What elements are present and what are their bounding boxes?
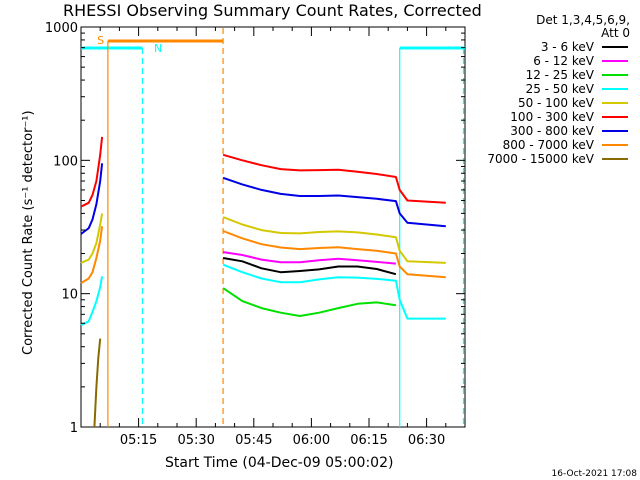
series-layer bbox=[80, 136, 446, 428]
x-axis: 05:15 05:30 05:45 06:00 06:15 06:30 bbox=[99, 27, 447, 448]
legend-label: 3 - 6 keV bbox=[541, 40, 595, 54]
legend-label: 25 - 50 keV bbox=[526, 82, 595, 96]
series-line bbox=[222, 153, 446, 204]
y-axis-label: Corrected Count Rate (s⁻¹ detector⁻¹) bbox=[21, 110, 36, 355]
series-line bbox=[222, 176, 446, 228]
x-tick-label: 06:15 bbox=[350, 433, 387, 448]
series-line bbox=[80, 276, 104, 327]
y-tick-label: 1000 bbox=[45, 21, 78, 36]
series-line bbox=[222, 257, 397, 276]
series-line bbox=[222, 216, 446, 264]
series-line bbox=[80, 213, 104, 264]
series-line bbox=[80, 226, 104, 284]
legend-label: 50 - 100 keV bbox=[518, 96, 595, 110]
legend-header-line2: Att 0 bbox=[601, 26, 630, 40]
legend-label: 7000 - 15000 keV bbox=[487, 152, 594, 166]
plot-frame bbox=[80, 26, 466, 428]
y-tick-label: 100 bbox=[53, 154, 78, 169]
series-line bbox=[222, 287, 397, 317]
legend-label: 12 - 25 keV bbox=[526, 68, 595, 82]
y-tick-label: 10 bbox=[61, 288, 78, 303]
legend-label: 300 - 800 keV bbox=[510, 124, 594, 138]
legend-label: 6 - 12 keV bbox=[533, 54, 595, 68]
series-line bbox=[222, 263, 446, 320]
x-tick-label: 05:15 bbox=[120, 433, 157, 448]
series-line bbox=[80, 163, 104, 235]
legend-label: 800 - 7000 keV bbox=[503, 138, 595, 152]
x-tick-label: 06:30 bbox=[408, 433, 445, 448]
x-tick-label: 05:30 bbox=[177, 433, 214, 448]
y-axis: 1 10 100 1000 bbox=[45, 21, 465, 436]
y-tick-label: 1 bbox=[70, 421, 78, 436]
legend-label: 100 - 300 keV bbox=[510, 110, 594, 124]
x-tick-label: 05:45 bbox=[235, 433, 272, 448]
saa-flag-label: S bbox=[97, 34, 104, 47]
series-line bbox=[222, 251, 396, 265]
x-axis-label: Start Time (04-Dec-09 05:00:02) bbox=[165, 455, 393, 471]
flag-layer: SN bbox=[81, 28, 465, 427]
legend-header-line1: Det 1,3,4,5,6,9, bbox=[536, 13, 630, 27]
footer-timestamp: 16-Oct-2021 17:08 bbox=[552, 469, 638, 479]
series-line bbox=[222, 230, 446, 279]
series-line bbox=[80, 136, 104, 208]
chart-title: RHESSI Observing Summary Count Rates, Co… bbox=[63, 1, 482, 20]
series-line bbox=[93, 338, 102, 428]
night-flag-label: N bbox=[154, 42, 162, 55]
x-tick-label: 06:00 bbox=[293, 433, 330, 448]
